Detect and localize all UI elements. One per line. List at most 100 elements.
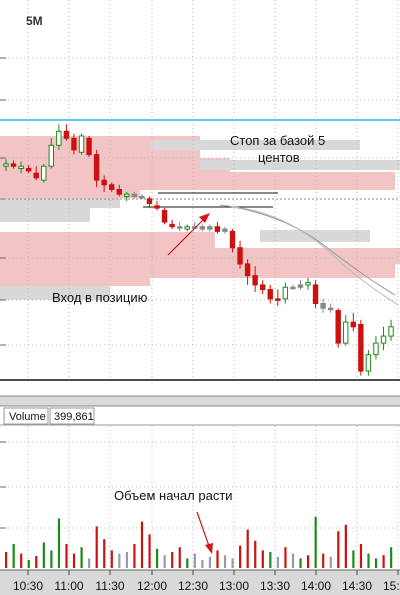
candle-body — [184, 226, 190, 230]
candle — [86, 135, 92, 157]
profile-band — [260, 230, 370, 242]
candles — [3, 124, 394, 376]
volume-annotation: Объем начал расти — [114, 488, 233, 503]
candle — [305, 277, 311, 290]
candle — [244, 259, 251, 285]
volume-bar — [276, 556, 279, 568]
profile-band — [0, 198, 120, 208]
volume-arrow-line — [196, 511, 210, 547]
candle — [252, 266, 258, 292]
candle — [275, 289, 281, 306]
volume-bar — [140, 521, 144, 568]
candle-body — [93, 154, 100, 181]
candle — [124, 191, 130, 202]
profile-band — [0, 190, 140, 198]
candle — [109, 182, 115, 192]
moving-average-1 — [219, 204, 396, 296]
candle-body — [358, 323, 364, 372]
candle-body — [222, 228, 228, 232]
profile-band — [0, 158, 230, 172]
entry-annotation: Вход в позицию — [52, 290, 148, 305]
volume-bar — [307, 555, 310, 568]
candle — [327, 303, 334, 313]
panel-separator[interactable] — [0, 396, 400, 406]
candle — [18, 161, 24, 174]
candle-body — [161, 209, 168, 223]
volume-bar — [110, 550, 113, 568]
volume-bar — [239, 545, 242, 568]
candle — [380, 326, 387, 351]
candle — [41, 163, 47, 183]
volume-bar — [65, 544, 68, 568]
profile-band — [150, 140, 360, 150]
volume-bar — [118, 553, 121, 568]
candle — [282, 282, 289, 304]
time-axis-ticks: 10:30 11:00 11:30 12:00 12:30 13:00 13:30 14:00… — [13, 570, 400, 593]
volume-bar — [223, 555, 227, 568]
volume-bar — [156, 548, 159, 568]
volume-bar — [80, 547, 83, 568]
candle-body — [10, 163, 17, 167]
candle-body — [365, 354, 372, 372]
volume-profile — [0, 136, 400, 300]
volume-bar — [314, 516, 317, 568]
x-tick-label: 14:00 — [301, 579, 331, 593]
candle-body — [305, 282, 311, 286]
entry-arrow-line — [167, 217, 206, 256]
volume-bar — [231, 558, 234, 568]
candle-body — [237, 247, 243, 265]
candle-body — [343, 321, 349, 344]
volume-bar — [254, 540, 257, 568]
candle-body — [350, 321, 357, 328]
candle — [93, 149, 100, 188]
candle — [48, 138, 54, 169]
volume-bar — [352, 550, 355, 568]
candle-body — [252, 275, 258, 286]
candle-body — [131, 193, 138, 197]
x-tick-label: 12:30 — [178, 579, 208, 593]
volume-bar — [103, 539, 106, 568]
candle — [63, 124, 70, 141]
candle-body — [71, 137, 77, 151]
volume-bar — [186, 558, 189, 568]
profile-band — [0, 232, 215, 248]
candle-body — [169, 223, 175, 228]
candle — [184, 224, 190, 232]
candle — [237, 240, 243, 269]
candle — [260, 280, 266, 295]
volume-bar — [178, 547, 181, 568]
candle — [78, 133, 85, 155]
candle — [335, 308, 341, 348]
volume-bar — [171, 552, 174, 568]
x-tick-label: 11:00 — [54, 579, 83, 593]
candle-body — [48, 144, 54, 167]
candle — [154, 201, 160, 211]
candle-body — [267, 289, 273, 300]
volume-bar — [42, 542, 45, 568]
candle — [3, 159, 9, 171]
volume-bar — [148, 534, 151, 568]
candle — [139, 194, 145, 199]
candle — [101, 175, 107, 192]
candle-body — [244, 263, 251, 277]
candle — [25, 165, 32, 174]
volume-bar — [72, 553, 76, 568]
candle-body — [63, 130, 70, 139]
volume-bar — [35, 556, 38, 568]
candle-body — [33, 172, 39, 179]
volume-value: 399,861 — [54, 411, 94, 423]
candle — [373, 336, 379, 360]
candle-body — [199, 226, 206, 230]
candle-body — [109, 184, 115, 190]
profile-band — [0, 208, 90, 222]
candle-body — [290, 286, 296, 290]
candle — [176, 222, 183, 232]
volume-bar — [163, 555, 166, 568]
volume-bar — [201, 560, 204, 568]
candle — [297, 280, 304, 290]
candle-body — [207, 226, 213, 230]
candle-body — [154, 205, 160, 209]
volume-bar — [329, 556, 332, 568]
candle-body — [18, 165, 24, 170]
candle — [214, 222, 221, 234]
